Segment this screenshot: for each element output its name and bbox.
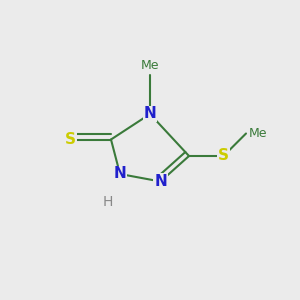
Text: N: N (144, 106, 156, 122)
Text: N: N (154, 174, 167, 189)
Text: N: N (114, 167, 126, 182)
Text: S: S (65, 132, 76, 147)
Text: Me: Me (141, 59, 159, 72)
Text: H: H (103, 196, 113, 209)
Text: S: S (218, 148, 229, 164)
Text: Me: Me (249, 127, 268, 140)
